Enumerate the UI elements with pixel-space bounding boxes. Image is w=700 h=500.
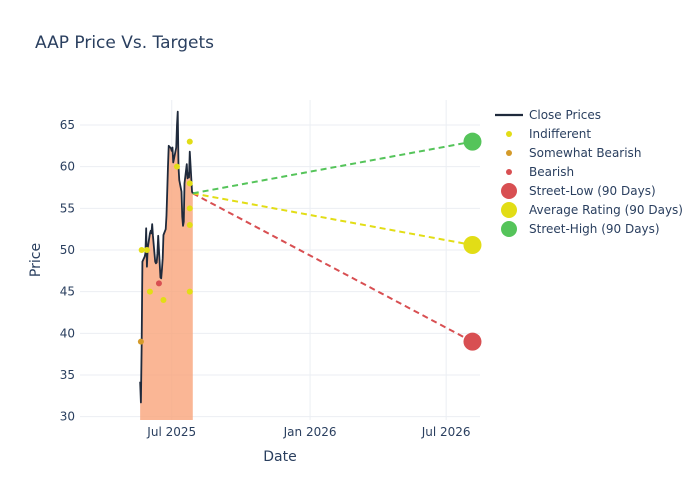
rating-point xyxy=(186,138,193,145)
close-price-area xyxy=(140,111,193,421)
close-price-line xyxy=(139,110,194,404)
legend-label: Street-Low (90 Days) xyxy=(529,184,656,198)
target-markers xyxy=(463,132,482,351)
legend: Close Prices Indifferent Somewhat Bearish B… xyxy=(495,108,683,237)
legend-label: Indifferent xyxy=(529,127,591,141)
chart-title: AAP Price Vs. Targets xyxy=(35,33,215,53)
target-line xyxy=(192,192,473,246)
y-tick-label: 30 xyxy=(60,410,75,424)
y-tick-label: 50 xyxy=(60,243,75,257)
rating-point xyxy=(186,222,193,228)
legend-symbol xyxy=(506,150,512,156)
legend-label: Somewhat Bearish xyxy=(529,146,641,160)
rating-point xyxy=(146,288,153,295)
y-tick-label: 40 xyxy=(60,326,75,340)
x-tick-label: Jul 2025 xyxy=(146,425,196,439)
x-tick-label: Jul 2026 xyxy=(421,425,471,439)
y-axis-title: Price xyxy=(28,243,44,277)
close-price-fill xyxy=(140,111,193,421)
rating-point xyxy=(138,247,145,253)
target-lines xyxy=(192,140,473,343)
legend-symbol xyxy=(506,131,512,137)
x-axis-title: Date xyxy=(263,449,296,465)
grid-lines xyxy=(80,100,480,420)
legend-label: Bearish xyxy=(529,165,574,179)
rating-point xyxy=(160,297,167,303)
target-marker xyxy=(463,132,482,151)
axis-ticks: 30 35 40 45 50 55 60 65 Jul 2025 Jan 2026 Jul 2026 xyxy=(60,118,471,439)
y-tick-label: 45 xyxy=(60,285,75,299)
legend-symbol xyxy=(506,169,512,175)
y-tick-label: 35 xyxy=(60,368,75,382)
x-tick-label: Jan 2026 xyxy=(283,425,337,439)
legend-label: Close Prices xyxy=(529,108,601,122)
target-line xyxy=(192,140,473,195)
legend-label: Street-High (90 Days) xyxy=(529,222,660,236)
rating-point xyxy=(186,205,193,212)
rating-point xyxy=(186,288,193,295)
y-tick-label: 55 xyxy=(60,201,75,215)
target-marker xyxy=(463,236,482,254)
target-marker xyxy=(463,332,482,351)
y-tick-label: 65 xyxy=(60,118,75,132)
rating-point xyxy=(173,163,180,170)
rating-point xyxy=(137,338,144,345)
legend-symbol xyxy=(501,221,517,237)
legend-symbol xyxy=(501,183,517,199)
rating-markers xyxy=(137,138,193,345)
y-tick-label: 60 xyxy=(60,160,75,174)
rating-point xyxy=(155,280,162,287)
legend-symbol xyxy=(501,202,517,218)
close-price-line-group xyxy=(139,110,194,404)
rating-point xyxy=(143,247,150,253)
legend-label: Average Rating (90 Days) xyxy=(529,203,683,217)
target-line xyxy=(192,192,473,343)
rating-point xyxy=(186,180,193,187)
